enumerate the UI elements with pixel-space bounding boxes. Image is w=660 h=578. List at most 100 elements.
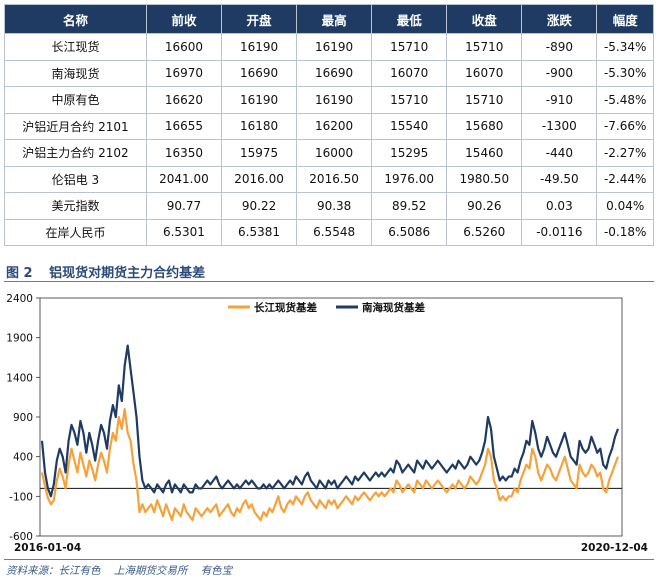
value-cell: 16180	[220, 112, 298, 140]
column-header: 收盘	[446, 4, 523, 34]
column-header: 最低	[371, 4, 448, 34]
value-cell: -5.48%	[596, 86, 654, 114]
value-cell: 15975	[220, 139, 298, 167]
value-cell: -0.0116	[521, 218, 598, 246]
column-header: 幅度	[596, 4, 654, 34]
value-cell: 16190	[220, 86, 298, 114]
column-header: 涨跌	[521, 4, 598, 34]
y-tick-label: 900	[13, 412, 33, 424]
value-cell: 15540	[371, 112, 448, 140]
value-cell: -900	[521, 59, 598, 87]
y-tick-label: 1400	[6, 372, 33, 384]
value-cell: 0.03	[521, 192, 598, 220]
figure-number: 图 2	[6, 266, 33, 281]
value-cell: -2.44%	[596, 165, 654, 193]
y-tick-label: -600	[9, 531, 33, 543]
row-name-cell: 美元指数	[4, 192, 147, 220]
value-cell: 15710	[446, 33, 523, 61]
value-cell: 16655	[145, 112, 223, 140]
table-row: 沪铝近月合约 2101 16655 16180 16200 15540 15680 -130…	[4, 112, 654, 140]
figure-title: 铝现货对期货主力合约基差	[49, 266, 206, 281]
value-cell: 16620	[145, 86, 223, 114]
value-cell: 90.77	[145, 192, 223, 220]
value-cell: 1976.00	[371, 165, 448, 193]
table-row: 美元指数 90.77 90.22 90.38 89.52 90.26 0.03 0.04%	[4, 192, 654, 220]
table-row: 中原有色 16620 16190 16190 15710 15710 -910 -5.48%	[4, 86, 654, 114]
quote-table: 名称 前收 开盘 最高 最低 收盘 涨跌 幅度 长江现货 16600 16190 16190 1571…	[4, 4, 654, 246]
column-header: 前收	[145, 4, 223, 34]
value-cell: 16970	[145, 59, 223, 87]
value-cell: 16070	[446, 59, 523, 87]
table-header-row: 名称 前收 开盘 最高 最低 收盘 涨跌 幅度	[4, 4, 654, 34]
value-cell: -49.50	[521, 165, 598, 193]
table-row: 南海现货 16970 16690 16690 16070 16070 -900 -5.30%	[4, 59, 654, 87]
table-body: 长江现货 16600 16190 16190 15710 15710 -890 -5.34% 南…	[4, 33, 654, 246]
plot-frame	[39, 297, 623, 537]
value-cell: 1980.50	[446, 165, 523, 193]
value-cell: 16190	[220, 33, 298, 61]
value-cell: -0.18%	[596, 218, 654, 246]
column-header: 名称	[4, 4, 147, 34]
value-cell: -5.34%	[596, 33, 654, 61]
value-cell: 89.52	[371, 192, 448, 220]
value-cell: 2041.00	[145, 165, 223, 193]
y-tick-label: 2400	[6, 293, 33, 305]
row-name-cell: 南海现货	[4, 59, 147, 87]
source-item: 上海期货交易所	[113, 565, 188, 577]
value-cell: 16350	[145, 139, 223, 167]
y-tick-label: 1900	[6, 333, 33, 345]
series-line	[40, 344, 620, 498]
value-cell: -910	[521, 86, 598, 114]
value-cell: 90.38	[296, 192, 373, 220]
chart-legend: 长江现货基差 南海现货基差	[228, 301, 425, 314]
value-cell: 16070	[371, 59, 448, 87]
row-name-cell: 沪铝主力合约 2102	[4, 139, 147, 167]
value-cell: 90.22	[220, 192, 298, 220]
value-cell: 15710	[371, 86, 448, 114]
y-tick-label: -100	[9, 491, 33, 503]
value-cell: -1300	[521, 112, 598, 140]
row-name-cell: 在岸人民币	[4, 218, 147, 246]
table-row: 长江现货 16600 16190 16190 15710 15710 -890 -5.34%	[4, 33, 654, 61]
row-name-cell: 中原有色	[4, 86, 147, 114]
x-tick-label: 2020-12-04	[581, 542, 648, 554]
chart-series	[40, 344, 620, 522]
source-item: 有色宝	[200, 565, 233, 577]
value-cell: 16690	[220, 59, 298, 87]
value-cell: 15460	[446, 139, 523, 167]
figure-bottom-rule	[4, 559, 654, 560]
value-cell: 16200	[296, 112, 373, 140]
column-header: 开盘	[220, 4, 298, 34]
value-cell: -890	[521, 33, 598, 61]
legend-label: 长江现货基差	[254, 301, 317, 314]
series-line	[40, 407, 620, 522]
value-cell: 16600	[145, 33, 223, 61]
value-cell: -440	[521, 139, 598, 167]
value-cell: 6.5548	[296, 218, 373, 246]
value-cell: -2.27%	[596, 139, 654, 167]
source-item: 资料来源：长江有色	[6, 565, 101, 577]
value-cell: -5.30%	[596, 59, 654, 87]
y-tick-label: 400	[13, 452, 33, 464]
value-cell: 6.5301	[145, 218, 223, 246]
x-tick-label: 2016-01-04	[14, 542, 81, 554]
value-cell: 90.26	[446, 192, 523, 220]
value-cell: 2016.50	[296, 165, 373, 193]
value-cell: 15680	[446, 112, 523, 140]
value-cell: 15295	[371, 139, 448, 167]
figure-caption: 图 2 铝现货对期货主力合约基差	[6, 262, 205, 281]
column-header: 最高	[296, 4, 373, 34]
legend-label: 南海现货基差	[362, 301, 425, 314]
source-note: 资料来源：长江有色 上海期货交易所 有色宝	[6, 563, 242, 578]
value-cell: -7.66%	[596, 112, 654, 140]
row-name-cell: 长江现货	[4, 33, 147, 61]
table-row: 在岸人民币 6.5301 6.5381 6.5548 6.5086 6.5260 -0.01…	[4, 218, 654, 246]
value-cell: 16690	[296, 59, 373, 87]
value-cell: 15710	[371, 33, 448, 61]
value-cell: 16000	[296, 139, 373, 167]
table-row: 伦铝电 3 2041.00 2016.00 2016.50 1976.00 1980.50…	[4, 165, 654, 193]
row-name-cell: 伦铝电 3	[4, 165, 147, 193]
row-name-cell: 沪铝近月合约 2101	[4, 112, 147, 140]
